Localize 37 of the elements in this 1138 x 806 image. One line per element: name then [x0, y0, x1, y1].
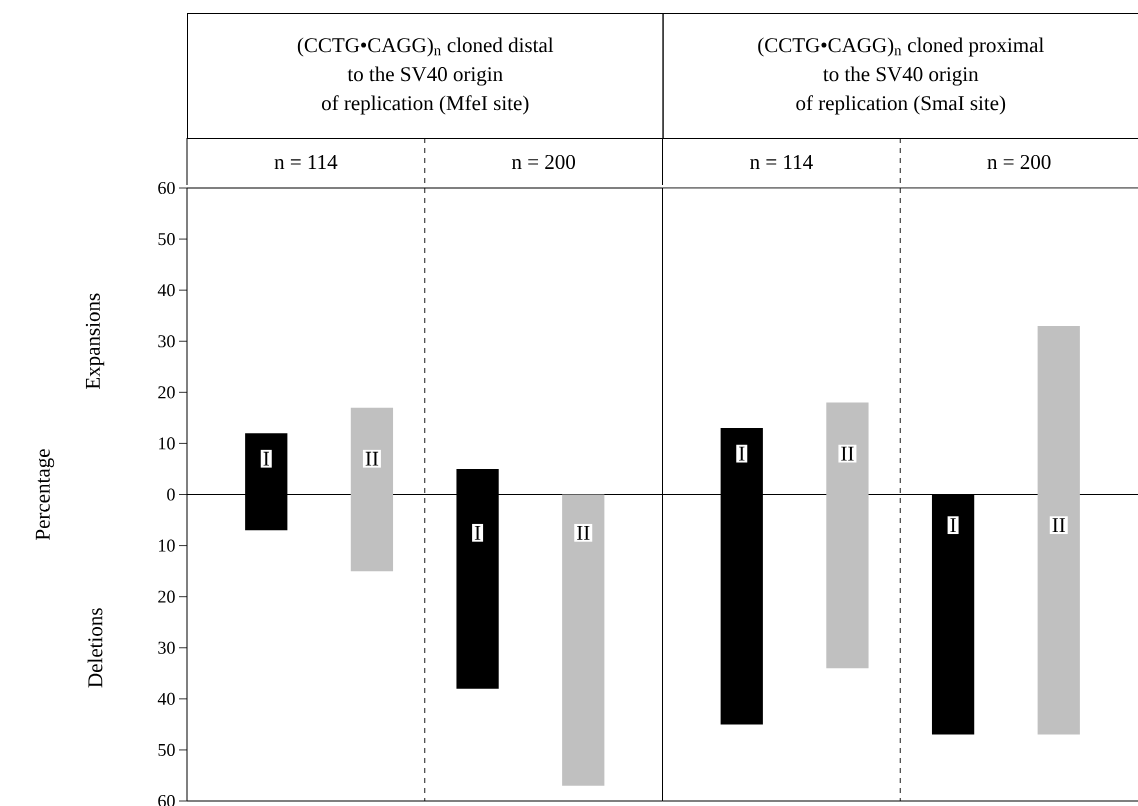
text: n = 114 [750, 155, 813, 169]
text: (CCTG•CAGG)$_{n}$ cloned proximal [758, 37, 1044, 57]
text: to the SV40 origin [347, 66, 503, 86]
x-tick-label: II [1052, 518, 1066, 533]
y-tick-label: 60 [158, 181, 175, 195]
bar [826, 402, 869, 669]
y-tick-label: 20 [158, 386, 175, 399]
y-tick-label: 30 [158, 335, 175, 348]
y-tick-label: 10 [159, 437, 175, 450]
y-tick-label: 20 [158, 590, 175, 603]
y-axis-title: Percentage [35, 449, 55, 540]
text: n = 200 [987, 154, 1051, 170]
text: n = 200 [511, 154, 576, 170]
text: Deletions [87, 608, 103, 688]
y-tick-label: 0 [167, 488, 175, 501]
x-tick-label: I [950, 518, 956, 533]
x-tick-label: I [263, 451, 270, 466]
x-tick-label: II [577, 525, 590, 540]
x-tick-label: II [841, 446, 854, 461]
text: n = 114 [274, 155, 338, 169]
y-tick-label: 50 [158, 233, 175, 246]
bar [1037, 325, 1080, 735]
text: (CCTG•CAGG)$_{n}$ cloned distal [297, 37, 554, 57]
x-tick-label: II [365, 451, 379, 466]
text: Expansions [85, 293, 105, 390]
text: to the SV40 origin [823, 66, 979, 86]
y-tick-label: 10 [159, 539, 175, 552]
text: of replication (MfeI site) [321, 95, 529, 115]
bar [350, 407, 394, 572]
text: of replication (SmaI site) [796, 95, 1006, 115]
y-tick-label: 50 [158, 743, 175, 756]
bar [562, 494, 605, 786]
x-tick-label: I [739, 446, 745, 461]
y-tick-label: 40 [157, 692, 175, 705]
y-tick-label: 40 [157, 284, 175, 297]
x-tick-label: I [474, 525, 481, 540]
y-tick-label: 30 [158, 641, 175, 654]
